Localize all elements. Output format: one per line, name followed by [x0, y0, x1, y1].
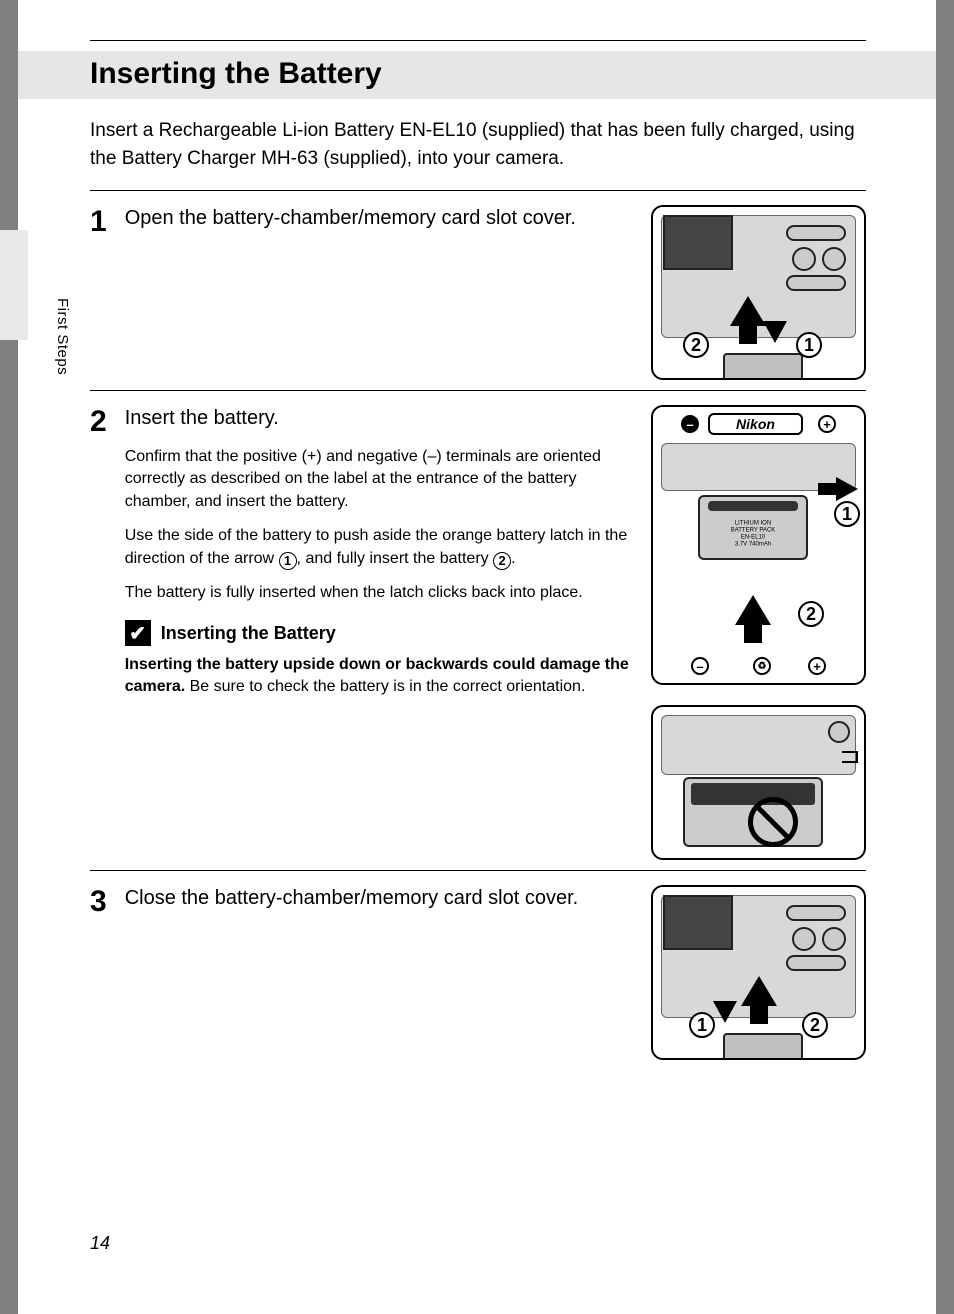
figure-close-cover: 1 2	[651, 885, 866, 1060]
prohibited-icon	[748, 797, 798, 847]
step-title: Close the battery-chamber/memory card sl…	[125, 885, 631, 912]
step-body: Confirm that the positive (+) and negati…	[125, 446, 631, 513]
step-figure: 1 2	[651, 885, 866, 1060]
recycle-icon: ♻	[753, 657, 771, 675]
callout-1: 1	[834, 501, 860, 527]
callout-1: 1	[796, 332, 822, 358]
step-title: Insert the battery.	[125, 405, 631, 432]
text: .	[511, 550, 515, 567]
page-title: Inserting the Battery	[90, 57, 866, 91]
title-banner: Inserting the Battery	[18, 51, 936, 99]
step-figure-column: Nikon – + LITHIUM ION BATTERY PACK EN-EL…	[651, 405, 866, 860]
inline-callout-1: 1	[279, 552, 297, 570]
text: , and fully insert the battery	[297, 550, 494, 567]
page-number: 14	[90, 1233, 110, 1254]
callout-2: 2	[802, 1012, 828, 1038]
rule	[90, 870, 866, 871]
note-title: Inserting the Battery	[161, 623, 336, 644]
page-content: Inserting the Battery Insert a Rechargea…	[18, 0, 936, 1060]
step-2: 2 Insert the battery. Confirm that the p…	[90, 405, 866, 860]
callout-2: 2	[798, 601, 824, 627]
battery-label: LITHIUM ION BATTERY PACK EN-EL10 3.7V 74…	[731, 521, 776, 550]
note-rest: Be sure to check the battery is in the c…	[185, 678, 585, 695]
section-label: First Steps	[54, 298, 71, 375]
step-text: Insert the battery. Confirm that the pos…	[125, 405, 631, 698]
callout-1: 1	[689, 1012, 715, 1038]
note-header: ✔ Inserting the Battery	[125, 620, 631, 646]
plus-icon: +	[818, 415, 836, 433]
step-left: 2 Insert the battery. Confirm that the p…	[90, 405, 631, 860]
step-left: 3 Close the battery-chamber/memory card …	[90, 885, 631, 1060]
step-body: The battery is fully inserted when the l…	[125, 582, 631, 604]
step-body: Use the side of the battery to push asid…	[125, 525, 631, 570]
step-text: Open the battery-chamber/memory card slo…	[125, 205, 631, 246]
section-tab	[0, 230, 28, 340]
figure-insert-battery: Nikon – + LITHIUM ION BATTERY PACK EN-EL…	[651, 405, 866, 685]
step-number: 3	[90, 887, 107, 917]
step-figure: 2 1	[651, 205, 866, 380]
step-text: Close the battery-chamber/memory card sl…	[125, 885, 631, 926]
step-3: 3 Close the battery-chamber/memory card …	[90, 885, 866, 1060]
figure-open-cover: 2 1	[651, 205, 866, 380]
note-body: Inserting the battery upside down or bac…	[125, 654, 631, 697]
manual-page: First Steps Inserting the Battery Insert…	[18, 0, 936, 1314]
plus-icon: +	[808, 657, 826, 675]
rule-top	[90, 40, 866, 41]
step-1: 1 Open the battery-chamber/memory card s…	[90, 205, 866, 380]
step-left: 1 Open the battery-chamber/memory card s…	[90, 205, 631, 380]
rule	[90, 190, 866, 191]
callout-2: 2	[683, 332, 709, 358]
nikon-label: Nikon	[708, 413, 803, 435]
check-icon: ✔	[125, 620, 151, 646]
step-title: Open the battery-chamber/memory card slo…	[125, 205, 631, 232]
rule	[90, 390, 866, 391]
minus-icon: –	[681, 415, 699, 433]
inline-callout-2: 2	[493, 552, 511, 570]
step-number: 2	[90, 407, 107, 437]
note-block: ✔ Inserting the Battery Inserting the ba…	[125, 620, 631, 697]
figure-wrong-orientation	[651, 705, 866, 860]
minus-icon: –	[691, 657, 709, 675]
intro-text: Insert a Rechargeable Li-ion Battery EN-…	[90, 117, 866, 172]
step-number: 1	[90, 207, 107, 237]
